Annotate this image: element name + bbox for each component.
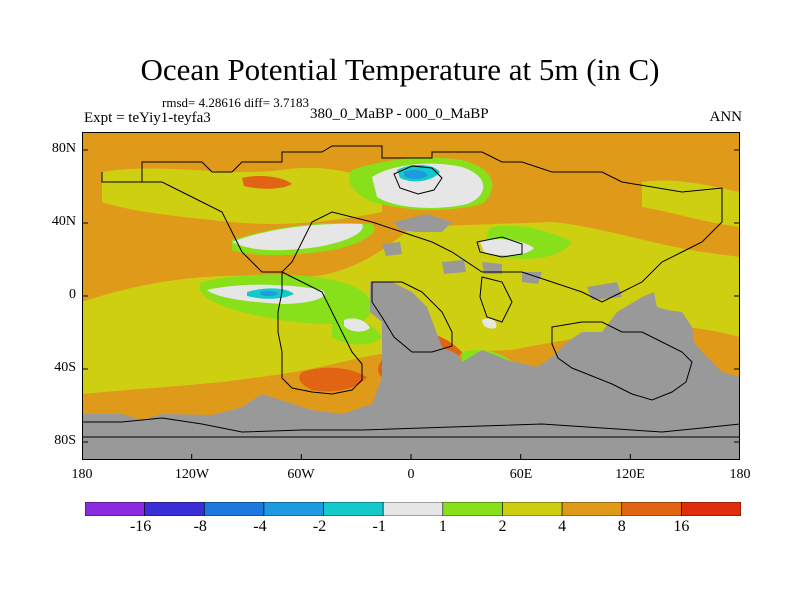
colorbar-label: -2	[312, 518, 327, 535]
land-mask	[82, 214, 740, 460]
lon-label-180e: 180	[729, 467, 751, 482]
map-frame	[82, 132, 740, 460]
colorbar-swatch	[561, 502, 623, 516]
colorbar-swatch	[144, 502, 205, 516]
season-label: ANN	[709, 109, 743, 125]
lon-label-180w: 180	[71, 467, 93, 482]
rmsd-diff-stats: rmsd= 4.28616 diff= 3.7183	[162, 95, 309, 110]
colorbar	[85, 502, 741, 516]
lat-label-equator: 0	[69, 287, 76, 302]
period-subtitle: 380_0_MaBP - 000_0_MaBP	[310, 106, 489, 122]
colorbar-label: 1	[438, 518, 447, 535]
plot-title: Ocean Potential Temperature at 5m (in C)	[140, 52, 660, 87]
experiment-label: Expt = teYiy1-teyfa3	[84, 110, 211, 126]
colorbar-swatch	[502, 502, 563, 516]
lat-label-80n: 80N	[51, 141, 76, 156]
colorbar-swatch	[442, 502, 503, 516]
lat-label-40s: 40S	[54, 360, 76, 375]
colorbar-swatch	[203, 502, 265, 516]
colorbar-label: -4	[253, 518, 267, 535]
colorbar-label: 16	[673, 518, 690, 535]
lat-label-80s: 80S	[54, 433, 76, 448]
colorbar-swatch	[263, 502, 324, 516]
lon-label-60w: 60W	[287, 467, 315, 482]
colorbar-swatch	[621, 502, 682, 516]
colorbar-label: -1	[372, 518, 386, 535]
lon-label-60e: 60E	[509, 467, 533, 482]
colorbar-label: -8	[193, 518, 207, 535]
coastlines	[82, 145, 740, 438]
field-neg4-neg2	[260, 169, 428, 297]
lon-label-120e: 120E	[615, 467, 645, 482]
colorbar-swatch	[382, 502, 444, 516]
lon-label-120w: 120W	[174, 467, 210, 482]
lat-label-40n: 40N	[51, 214, 76, 229]
colorbar-label: 2	[498, 518, 507, 535]
temperature-difference-map	[82, 132, 740, 460]
colorbar-swatch	[85, 502, 145, 516]
colorbar-label: 8	[617, 518, 626, 535]
lon-label-0: 0	[407, 467, 415, 482]
colorbar-swatch	[323, 502, 384, 516]
colorbar-label: 4	[558, 518, 567, 535]
colorbar-swatch	[681, 502, 741, 516]
colorbar-label: -16	[129, 518, 152, 535]
